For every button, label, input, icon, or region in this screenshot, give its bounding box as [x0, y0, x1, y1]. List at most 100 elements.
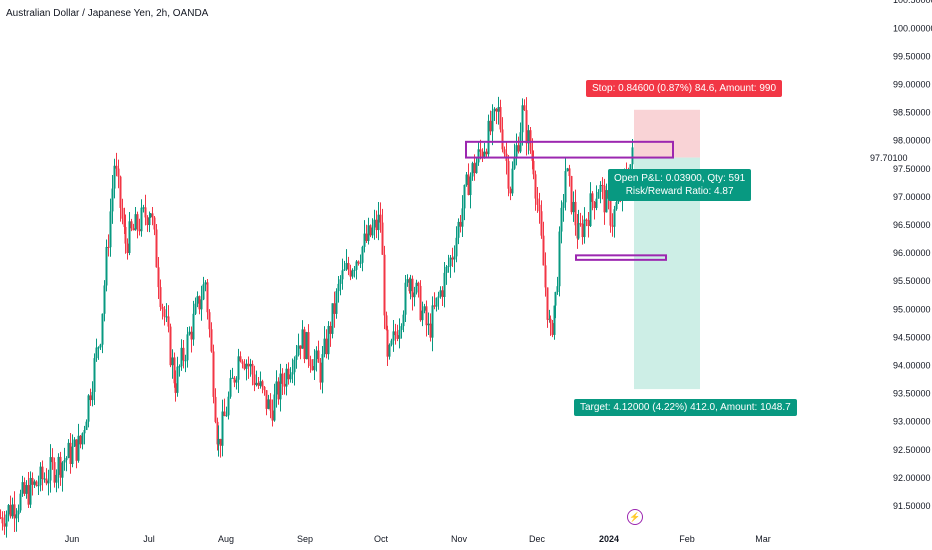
- candle-body: [7, 505, 10, 515]
- candle-body: [275, 381, 278, 395]
- price-axis[interactable]: 100.50000 100.00000 99.50000 99.00000 98.500…: [893, 0, 932, 511]
- candle-body: [363, 233, 366, 247]
- candle-body: [176, 366, 179, 393]
- candle: [423, 303, 426, 314]
- candle-body: [554, 291, 557, 306]
- candle-body: [511, 168, 514, 194]
- candle-body: [259, 381, 262, 386]
- target-label[interactable]: Target: 4.12000 (4.22%) 412.0, Amount: 1…: [574, 399, 797, 416]
- candle: [163, 305, 166, 326]
- candle-body: [457, 221, 460, 238]
- candle-body: [404, 282, 407, 315]
- candle: [277, 377, 280, 405]
- candle-body: [479, 149, 482, 152]
- candle-body: [439, 290, 442, 297]
- candle: [457, 218, 460, 245]
- candle: [157, 257, 160, 300]
- candle-body: [204, 282, 207, 285]
- candle-body: [481, 151, 484, 157]
- candle: [243, 359, 246, 371]
- candle: [149, 212, 152, 219]
- candle-body: [41, 466, 44, 480]
- candle-body: [21, 482, 24, 494]
- candle-body: [451, 257, 454, 260]
- candle: [237, 348, 240, 393]
- candle-body: [188, 331, 191, 335]
- candle: [293, 356, 296, 386]
- candle: [107, 234, 110, 257]
- candle: [501, 117, 504, 153]
- candle: [253, 365, 256, 392]
- candle-body: [198, 296, 201, 310]
- candle: [549, 315, 552, 336]
- resistance-box[interactable]: [465, 140, 674, 159]
- candle: [343, 260, 346, 271]
- candle: [477, 142, 480, 166]
- candle: [495, 107, 498, 125]
- candle-body: [355, 261, 358, 270]
- candle: [400, 323, 403, 339]
- candle-body: [132, 228, 135, 231]
- candle-body: [45, 478, 48, 484]
- candle: [379, 202, 382, 233]
- candle: [301, 320, 304, 349]
- candle: [190, 326, 193, 353]
- candle-body: [117, 168, 120, 177]
- candle: [5, 510, 8, 538]
- candle: [178, 364, 181, 377]
- price-tick-label: 92.00000: [893, 473, 931, 483]
- candle: [239, 351, 242, 363]
- candle-body: [126, 243, 129, 254]
- candle-body: [493, 108, 496, 111]
- candle-body: [269, 399, 272, 411]
- candle-body: [182, 347, 185, 361]
- candle: [538, 192, 541, 224]
- candle: [241, 359, 244, 369]
- time-axis[interactable]: Jun Jul Aug Sep Oct Nov Dec 2024 Feb Mar: [65, 534, 771, 544]
- price-tick-label: 96.50000: [893, 220, 931, 230]
- candle: [140, 199, 143, 237]
- candle: [591, 191, 594, 211]
- support-box[interactable]: [575, 254, 667, 261]
- candle-body: [311, 366, 314, 371]
- candle-body: [390, 340, 393, 345]
- candle: [144, 194, 147, 226]
- candle-body: [351, 270, 354, 277]
- candle: [593, 201, 596, 220]
- candle-body: [431, 305, 434, 338]
- time-tick-label: Aug: [218, 534, 234, 544]
- candle-body: [69, 442, 72, 464]
- candle: [89, 388, 92, 406]
- candle: [111, 174, 114, 224]
- candle-body: [61, 462, 64, 478]
- candle-body: [130, 221, 133, 229]
- candle-body: [128, 221, 131, 254]
- candle-body: [542, 235, 545, 266]
- candle-body: [111, 188, 114, 212]
- lightning-icon[interactable]: ⚡: [627, 509, 643, 525]
- candle: [155, 224, 158, 268]
- candle: [31, 472, 34, 496]
- candle: [566, 167, 569, 172]
- candle-body: [475, 162, 478, 174]
- candle: [214, 388, 217, 424]
- candle-body: [413, 292, 416, 298]
- stop-label[interactable]: Stop: 0.84600 (0.87%) 84.6, Amount: 990: [586, 80, 783, 97]
- candle-body: [0, 517, 2, 519]
- open-pnl-label[interactable]: Open P&L: 0.03900, Qty: 591 Risk/Reward …: [608, 169, 752, 201]
- candle: [223, 398, 226, 417]
- candle: [363, 220, 366, 253]
- candle: [595, 185, 598, 211]
- candle-body: [544, 265, 547, 288]
- candle: [333, 291, 336, 328]
- candle-body: [386, 329, 389, 357]
- candle: [53, 457, 56, 488]
- candle: [115, 152, 118, 177]
- candle: [71, 434, 74, 468]
- candle-body: [249, 363, 252, 367]
- candle-body: [419, 285, 422, 321]
- candle-body: [601, 184, 604, 186]
- candle-body: [394, 331, 397, 336]
- candle: [196, 291, 199, 308]
